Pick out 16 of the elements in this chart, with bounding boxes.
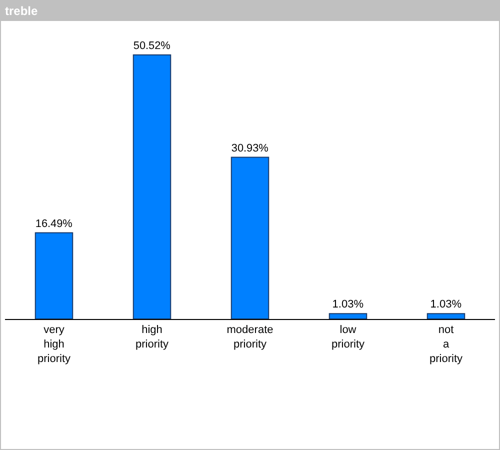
bar xyxy=(426,313,466,319)
data-label: 1.03% xyxy=(430,298,462,311)
chart-title: treble xyxy=(1,1,499,21)
x-tick-label: very high priority xyxy=(37,324,71,365)
x-tick-label: high priority xyxy=(135,324,169,350)
bar xyxy=(230,156,270,319)
x-tick-label: not a priority xyxy=(429,324,463,365)
x-tick-label: low priority xyxy=(331,324,365,350)
bar xyxy=(132,54,172,319)
data-label: 50.52% xyxy=(133,40,171,52)
data-label: 16.49% xyxy=(35,218,73,230)
x-tick-label: moderate priority xyxy=(226,324,274,350)
bar xyxy=(34,232,74,319)
bar xyxy=(328,313,368,319)
data-label: 30.93% xyxy=(231,142,269,154)
data-label: 1.03% xyxy=(332,298,364,311)
